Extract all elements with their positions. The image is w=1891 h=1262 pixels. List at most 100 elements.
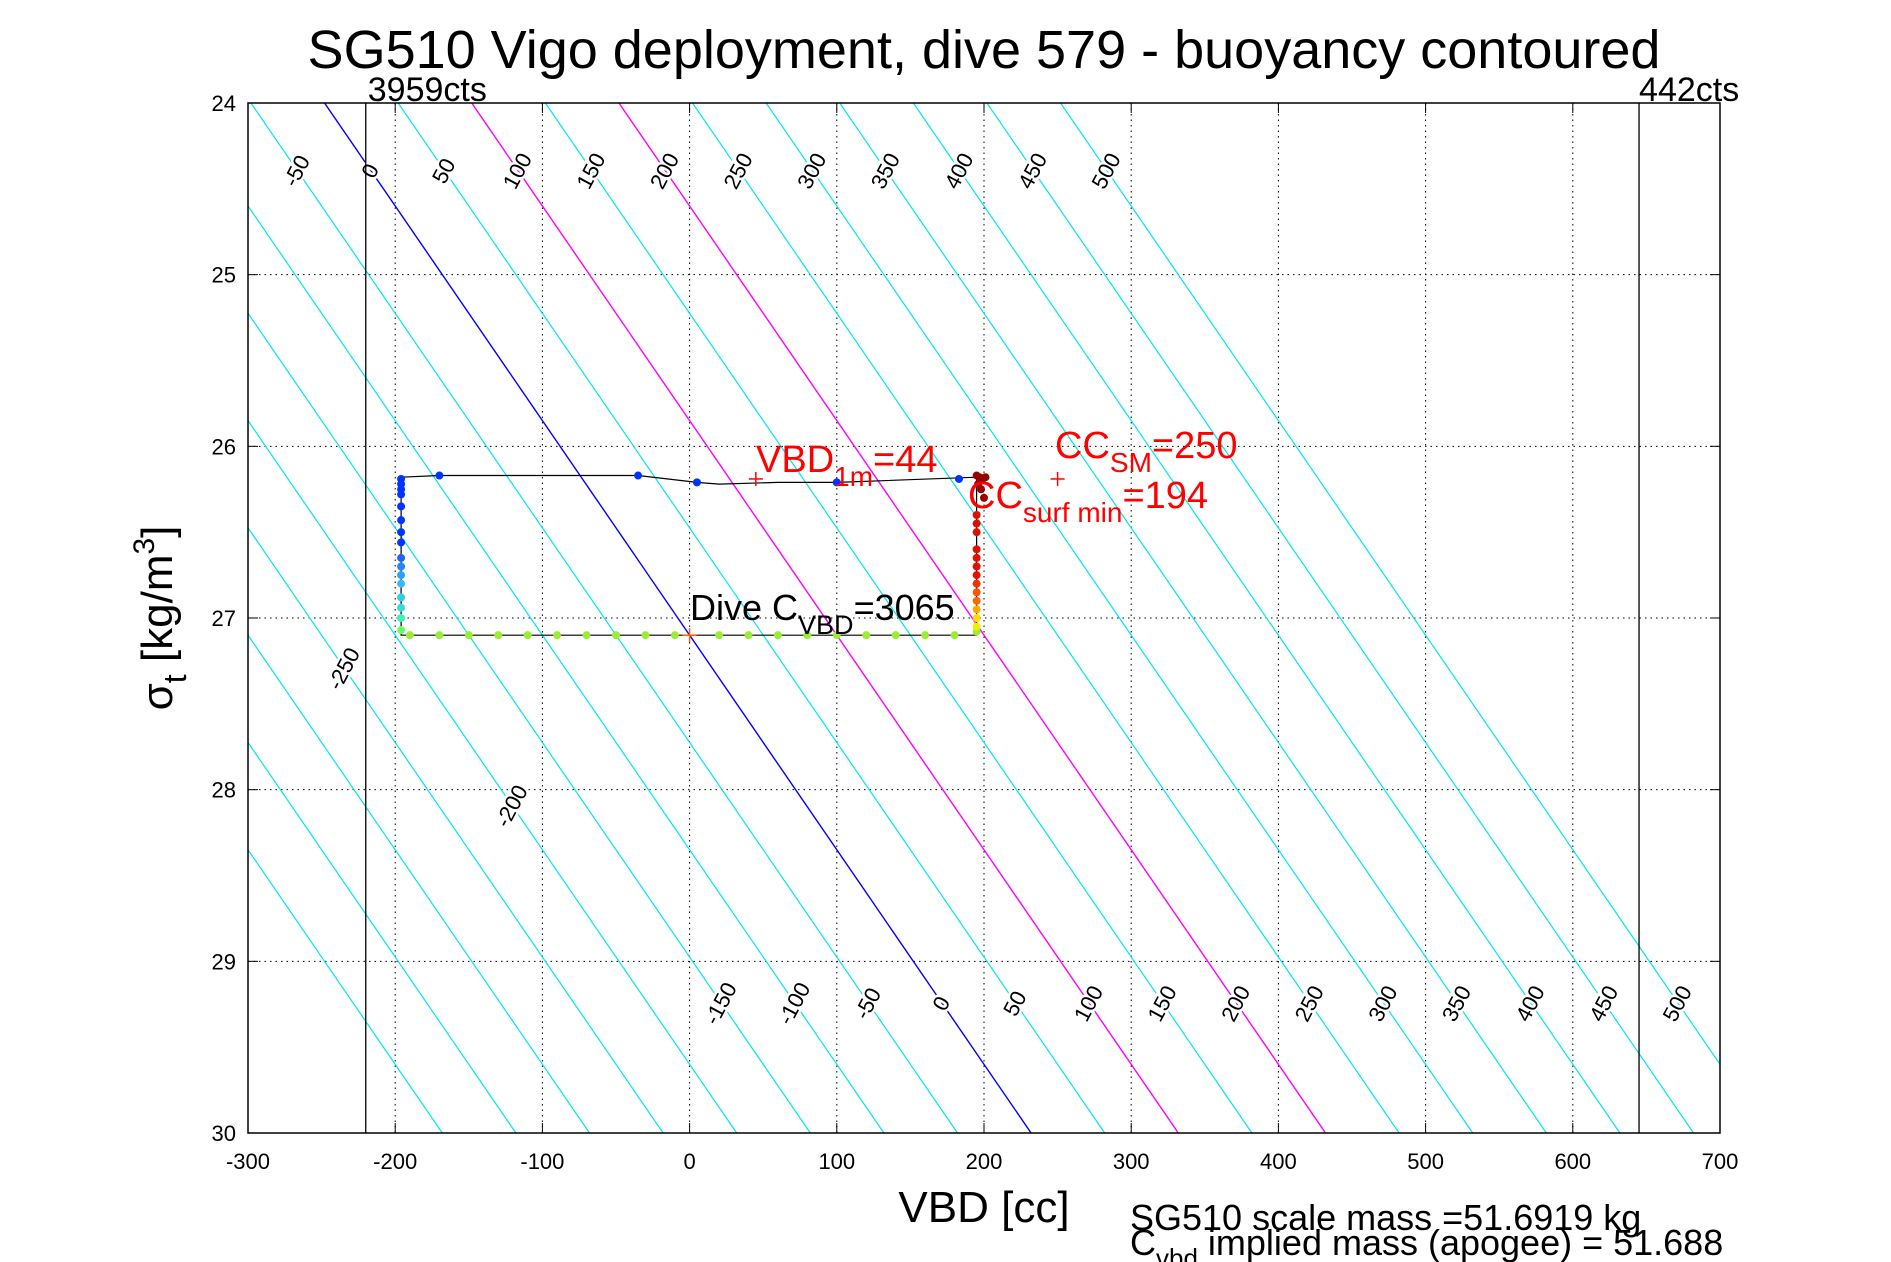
- data-point-cyan: [397, 603, 406, 612]
- y-tick-label: 26: [212, 434, 236, 459]
- x-tick-label: 700: [1702, 1149, 1739, 1174]
- data-point-green: [950, 631, 959, 640]
- data-point-blue: [397, 490, 406, 499]
- scale-mass-text: SG510 scale mass =51.6919 kg: [1130, 1197, 1641, 1238]
- y-label-sigma: σ: [133, 683, 182, 710]
- x-tick-label: -100: [520, 1149, 564, 1174]
- data-point-green: [832, 631, 841, 640]
- contour-line: [912, 103, 1621, 1133]
- data-point-red: [972, 588, 981, 597]
- dive-c-value: =3065: [854, 587, 955, 628]
- contour-line: [248, 848, 443, 1133]
- contour-line: [248, 741, 517, 1133]
- data-point-red: [972, 596, 981, 605]
- dive-c-main: Dive C: [690, 587, 798, 628]
- data-point-blue: [397, 516, 406, 525]
- data-point-cyan: [397, 571, 406, 580]
- data-point-blue: [692, 478, 701, 487]
- data-point-green: [891, 631, 900, 640]
- contour-line: [248, 204, 885, 1133]
- contour-line: [397, 103, 1106, 1133]
- data-point-green: [553, 631, 562, 640]
- data-point-red: [972, 545, 981, 554]
- contour-line: [248, 312, 811, 1133]
- y-tick-label: 30: [212, 1121, 236, 1146]
- dive-c-vbd-annotation: Dive CVBD=3065: [690, 587, 955, 640]
- data-point-red: [972, 571, 981, 580]
- data-point-green: [921, 631, 930, 640]
- data-point-green: [862, 631, 871, 640]
- vbd-1m-sub: 1m: [834, 461, 873, 492]
- data-point-blue: [435, 471, 444, 480]
- data-point-darkred: [977, 485, 986, 494]
- data-point-green: [582, 631, 591, 640]
- contour-line: [248, 634, 590, 1133]
- data-points: [397, 471, 990, 640]
- x-tick-label: 400: [1260, 1149, 1297, 1174]
- data-point-green: [405, 631, 414, 640]
- data-point-red: [972, 605, 981, 614]
- data-point-green: [641, 631, 650, 640]
- data-point-red: [972, 519, 981, 528]
- x-tick-label: -300: [226, 1149, 270, 1174]
- data-point-red: [972, 553, 981, 562]
- implied-mass-c: C: [1130, 1222, 1156, 1262]
- data-point-green: [494, 631, 503, 640]
- data-point-cyan: [397, 553, 406, 562]
- data-point-green: [397, 626, 406, 635]
- data-point-blue: [397, 528, 406, 537]
- data-point-green: [715, 631, 724, 640]
- x-tick-label: 200: [966, 1149, 1003, 1174]
- y-label-close: ]: [133, 526, 182, 538]
- x-tick-label: 600: [1554, 1149, 1591, 1174]
- contour-line: [765, 103, 1474, 1133]
- y-tick-label: 25: [212, 263, 236, 288]
- reference-markers: [682, 471, 1065, 643]
- x-tick-label: -200: [373, 1149, 417, 1174]
- contour-line: [1060, 103, 1720, 1066]
- vbd-1m-annotation: VBD1m=44: [756, 439, 938, 492]
- contour-line: [544, 103, 1253, 1133]
- data-point-red: [972, 562, 981, 571]
- contour-line: [839, 103, 1547, 1133]
- cc-sm-main: CC: [1055, 425, 1110, 467]
- y-tick-label: 28: [212, 778, 236, 803]
- implied-mass-value: implied mass (apogee) = 51.688: [1198, 1222, 1723, 1262]
- data-point-red: [972, 579, 981, 588]
- data-point-green: [744, 631, 753, 640]
- data-point-blue: [832, 478, 841, 487]
- contour-line: [986, 103, 1694, 1133]
- y-tick-label: 27: [212, 606, 236, 631]
- dive-c-sub: VBD: [798, 610, 854, 640]
- contour-line: [323, 103, 1032, 1133]
- data-point-green: [523, 631, 532, 640]
- vbd-1m-main: VBD: [756, 439, 834, 481]
- x-tick-label: 0: [683, 1149, 695, 1174]
- data-point-darkred: [980, 493, 988, 502]
- contour-line: [250, 103, 958, 1133]
- data-point-blue: [397, 502, 406, 511]
- cc-surf-annotation: CCsurf min=194: [968, 475, 1208, 528]
- x-tick-label: 100: [818, 1149, 855, 1174]
- vbd-1m-value: =44: [873, 439, 937, 481]
- y-label-sup: 3: [128, 538, 161, 555]
- data-point-green: [435, 631, 444, 640]
- data-point-cyan: [397, 579, 406, 588]
- chart-title: SG510 Vigo deployment, dive 579 - buoyan…: [308, 20, 1661, 80]
- data-point-blue: [397, 538, 406, 547]
- svg-text:σt [kg/m3]: σt [kg/m3]: [128, 526, 193, 711]
- cc-sm-value: =250: [1152, 425, 1238, 467]
- dive-trace: [400, 474, 978, 636]
- data-point-green: [773, 631, 782, 640]
- data-point-red: [972, 511, 981, 519]
- data-point-red: [972, 622, 981, 631]
- data-point-green: [803, 631, 812, 640]
- contour-line: [248, 526, 664, 1133]
- y-label-sub: t: [157, 674, 193, 683]
- x-tick-label: 500: [1407, 1149, 1444, 1174]
- grid-lines: [248, 103, 1720, 1133]
- cc-surf-sub: surf min: [1023, 497, 1123, 528]
- y-tick-label: 24: [212, 91, 236, 116]
- cc-surf-value: =194: [1122, 475, 1208, 517]
